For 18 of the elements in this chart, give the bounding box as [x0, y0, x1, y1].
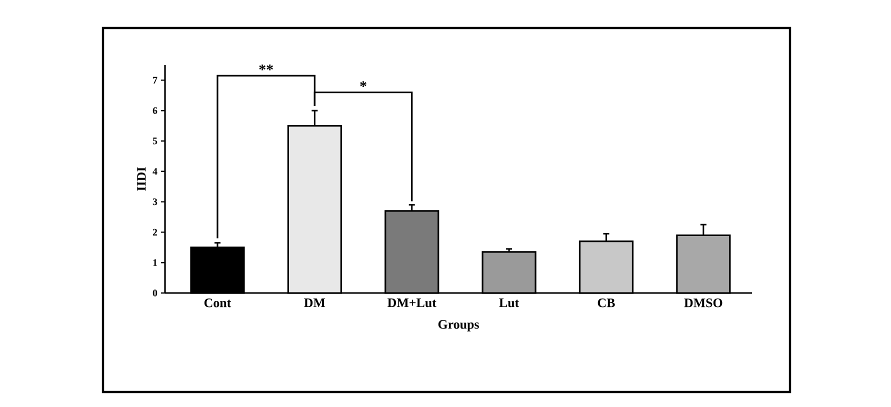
y-tick-label: 7 — [153, 76, 158, 84]
x-tick-label: DM — [304, 298, 326, 308]
x-tick-label: DM+Lut — [388, 298, 436, 308]
y-tick-label: 3 — [152, 198, 158, 206]
x-tick-label: CB — [598, 298, 615, 308]
y-tick-label: 6 — [152, 107, 158, 114]
y-tick-label: 4 — [152, 168, 158, 175]
x-axis-title: Groups — [438, 320, 479, 332]
y-axis-title: IIDI — [137, 167, 146, 191]
x-tick-label: Cont — [204, 298, 232, 308]
annotation: * — [360, 81, 366, 87]
y-tick-label: 2 — [152, 228, 158, 236]
annotation: ** — [259, 64, 273, 70]
x-tick-label: Lut — [499, 298, 520, 308]
x-tick-label: DMSO — [684, 298, 722, 308]
y-tick-label: 5 — [152, 138, 158, 144]
y-tick-label: 0 — [152, 290, 158, 296]
y-tick-label: 1 — [153, 259, 157, 266]
